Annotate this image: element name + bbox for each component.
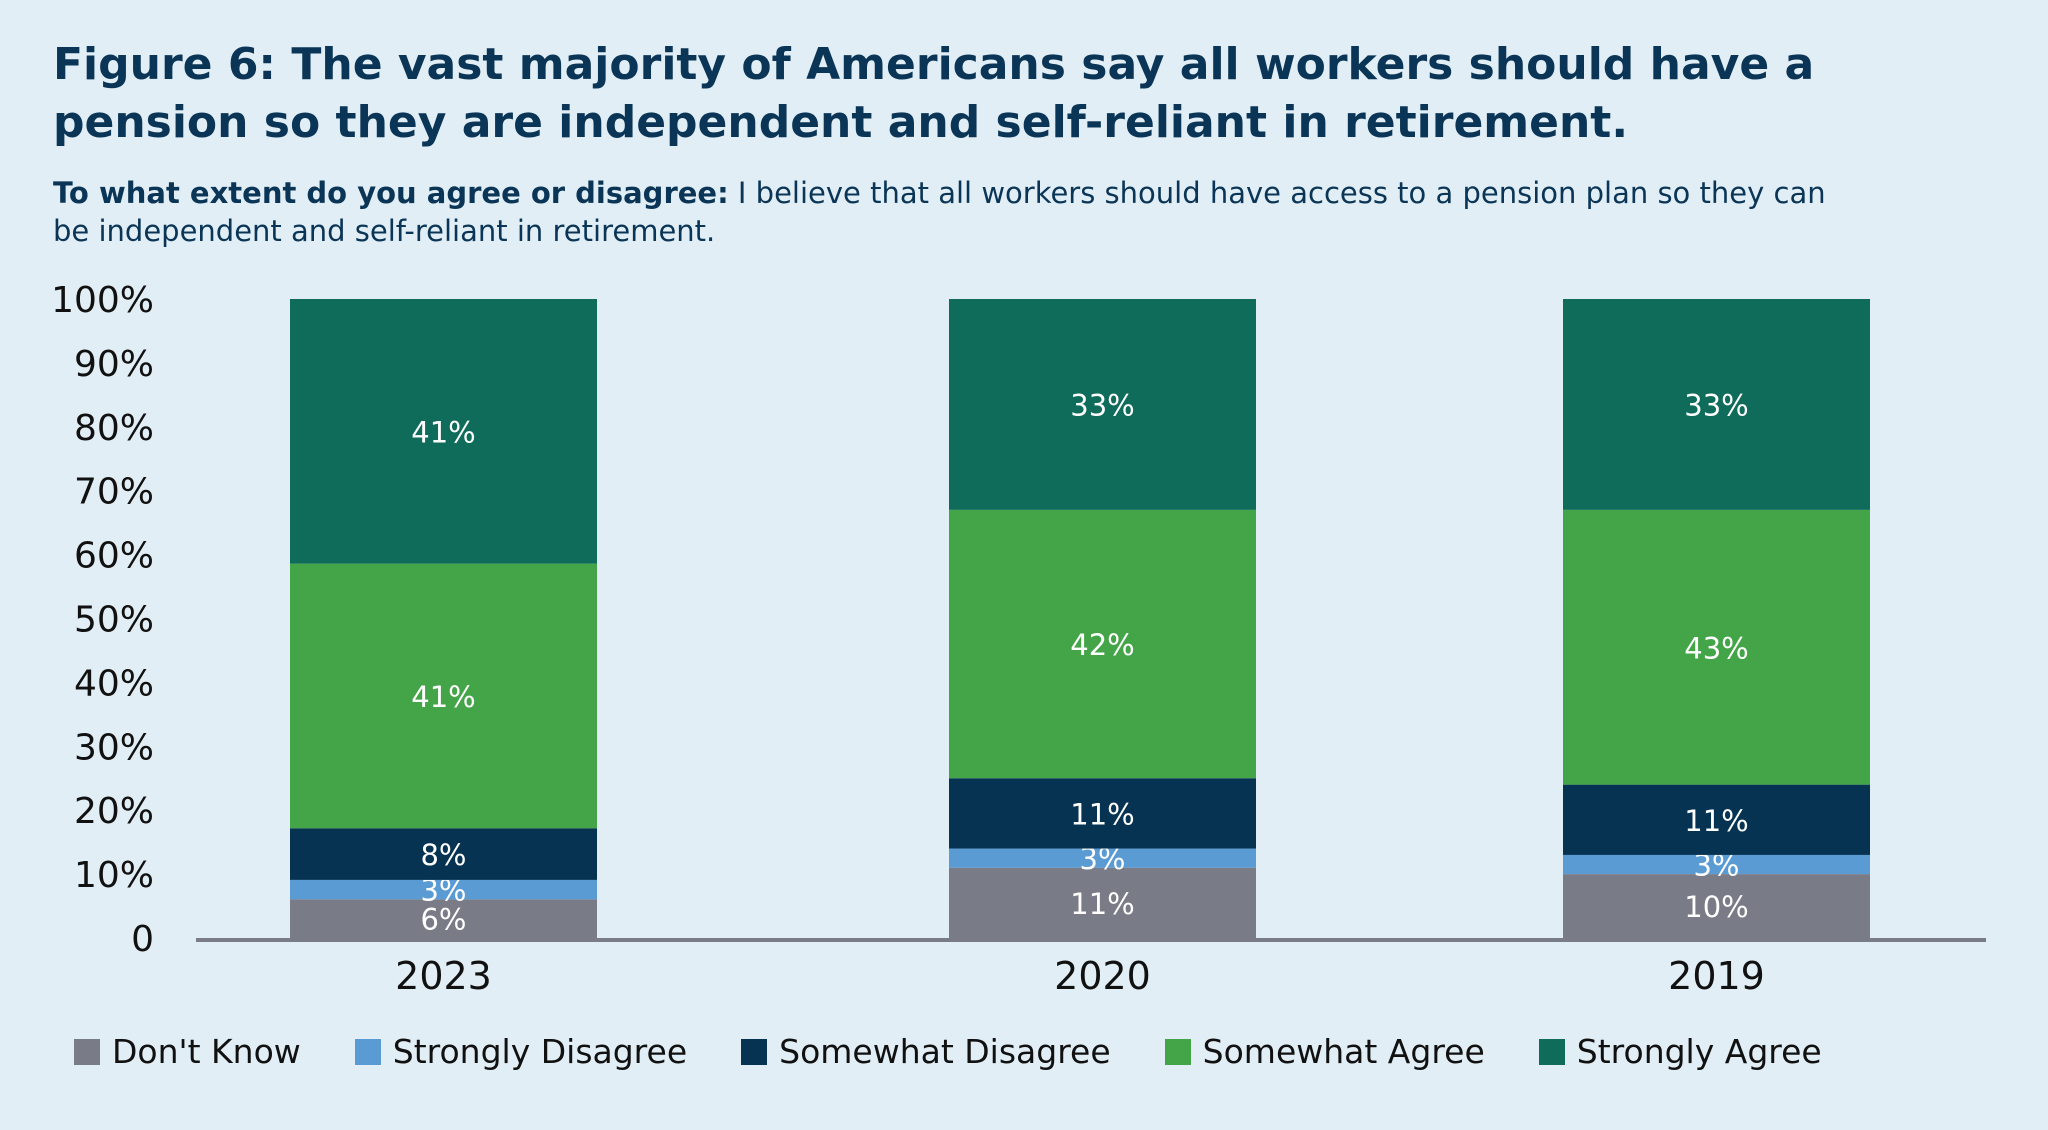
legend-item: Strongly Agree: [1538, 1032, 1822, 1071]
chart-subtitle: To what extent do you agree or disagree:…: [53, 174, 1853, 250]
legend-item: Somewhat Agree: [1164, 1032, 1485, 1071]
bar-segment: [290, 299, 597, 564]
bar-segment: [1563, 874, 1870, 938]
data-label: 11%: [1070, 887, 1134, 921]
legend-swatch: [1538, 1038, 1565, 1065]
legend-label: Strongly Agree: [1576, 1032, 1822, 1071]
bar-segment: [1563, 854, 1870, 875]
bar-segment: [290, 879, 597, 900]
y-tick-label: 20%: [74, 791, 154, 832]
legend: Don't Know Strongly Disagree Somewhat Disa…: [74, 1032, 1876, 1071]
data-label: 42%: [1070, 628, 1134, 662]
bar-segment: [949, 867, 1256, 938]
legend-label: Strongly Disagree: [392, 1032, 688, 1071]
legend-label: Somewhat Disagree: [779, 1032, 1111, 1071]
data-label: 8%: [420, 838, 466, 872]
data-label: 33%: [1070, 388, 1134, 422]
data-label: 11%: [1684, 804, 1748, 838]
y-tick-label: 10%: [74, 855, 154, 896]
y-tick-label: 100%: [51, 280, 154, 321]
bar-segment: [1563, 299, 1870, 510]
title-text: The vast majority of Americans say all w…: [53, 39, 1815, 148]
data-label: 10%: [1684, 890, 1748, 924]
bar-segment: [949, 848, 1256, 868]
bar-segment: [1563, 784, 1870, 855]
question-label: To what extent do you agree or disagree:: [53, 176, 729, 210]
y-tick-label: 40%: [74, 663, 154, 704]
y-tick-label: 30%: [74, 727, 154, 768]
bar-segment: [290, 899, 597, 938]
data-label: 41%: [411, 415, 475, 449]
legend-item: Don't Know: [74, 1032, 301, 1071]
y-tick-label: 80%: [74, 408, 154, 449]
bar-segment: [290, 563, 597, 829]
legend-label: Don't Know: [112, 1032, 301, 1071]
x-tick-label: 2023: [395, 954, 492, 998]
y-tick-label: 50%: [74, 600, 154, 641]
legend-label: Somewhat Agree: [1202, 1032, 1485, 1071]
y-tick-label: 60%: [74, 536, 154, 577]
bar-segment: [949, 509, 1256, 779]
data-label: 6%: [420, 903, 466, 937]
bar-segment: [949, 299, 1256, 510]
x-tick-label: 2019: [1668, 954, 1765, 998]
legend-item: Somewhat Disagree: [741, 1032, 1111, 1071]
legend-swatch: [741, 1038, 768, 1065]
data-label: 41%: [411, 680, 475, 714]
legend-swatch: [354, 1038, 381, 1065]
legend-swatch: [1164, 1038, 1191, 1065]
stacked-bar-chart: 010%20%30%40%50%60%70%80%90%100%6%3%8%41…: [51, 280, 1986, 998]
chart-title: Figure 6: The vast majority of Americans…: [53, 36, 1853, 152]
data-label: 43%: [1684, 631, 1748, 665]
legend-item: Strongly Disagree: [354, 1032, 688, 1071]
x-tick-label: 2020: [1054, 954, 1151, 998]
bar-segment: [1563, 509, 1870, 785]
legend-swatch: [74, 1038, 100, 1065]
data-label: 33%: [1684, 388, 1748, 422]
question-text: I believe that all workers should have a…: [53, 176, 1826, 248]
bar-segment: [290, 828, 597, 880]
bar-segment: [949, 778, 1256, 849]
data-label: 11%: [1070, 797, 1134, 831]
figure-label: Figure 6:: [53, 39, 277, 90]
y-tick-label: 90%: [74, 344, 154, 385]
y-tick-label: 0: [131, 919, 154, 960]
y-tick-label: 70%: [74, 472, 154, 513]
